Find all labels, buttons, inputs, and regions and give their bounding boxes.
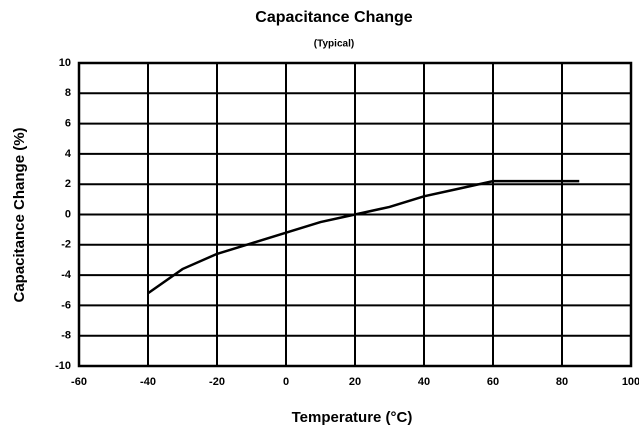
x-tick-label: 80 (556, 376, 568, 388)
y-tick-label: -8 (61, 330, 71, 342)
x-tick-label: -60 (71, 376, 87, 388)
y-tick-label: 0 (65, 208, 71, 220)
y-axis-label: Capacitance Change (%) (11, 127, 28, 302)
x-tick-label: 60 (487, 376, 499, 388)
y-tick-label: -6 (61, 299, 71, 311)
chart-title: Capacitance Change (255, 9, 412, 26)
y-tick-label: 6 (65, 118, 71, 130)
y-tick-label: -10 (55, 360, 71, 372)
chart-subtitle: (Typical) (314, 39, 354, 50)
x-tick-label: 0 (283, 376, 289, 388)
data-line (147, 179, 580, 295)
y-tick-label: -2 (61, 239, 71, 251)
y-tick-label: 2 (65, 178, 71, 190)
x-tick-label: -20 (209, 376, 225, 388)
x-tick-label: -40 (140, 376, 156, 388)
x-tick-label: 20 (349, 376, 361, 388)
x-axis-label: Temperature (°C) (292, 409, 413, 426)
y-tick-label: 4 (65, 148, 72, 160)
y-tick-label: -4 (61, 269, 72, 281)
y-tick-label: 8 (65, 87, 71, 99)
x-tick-label: 100 (622, 376, 639, 388)
y-tick-label: 10 (59, 57, 71, 69)
plot-frame (77, 61, 633, 368)
x-tick-label: 40 (418, 376, 430, 388)
